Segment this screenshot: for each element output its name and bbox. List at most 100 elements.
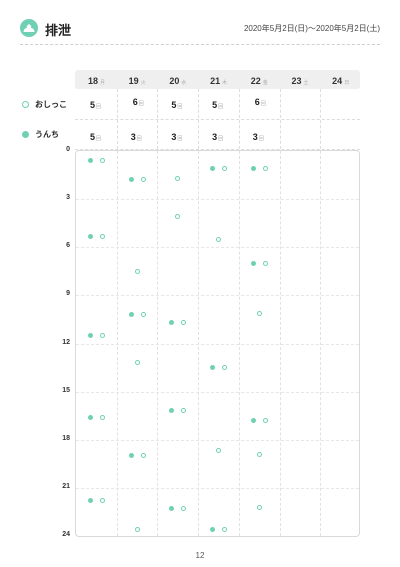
count-value: 3 <box>130 132 136 142</box>
hour-label: 0 <box>66 146 70 153</box>
hour-label: 3 <box>66 194 70 202</box>
stool-count-cell: 3回 <box>131 132 142 142</box>
summary-column-divider <box>157 89 159 149</box>
count-unit: 回 <box>218 136 224 142</box>
day-header-18: 18 月 <box>76 70 117 89</box>
day-number: 23 <box>291 76 302 86</box>
urine-event-dot <box>221 365 227 371</box>
summary-column-divider <box>320 89 322 149</box>
stool-event-dot <box>87 332 93 338</box>
timeline-grid <box>75 150 360 537</box>
urine-count-cell: 6回 <box>133 97 144 107</box>
stool-event-dot <box>87 414 93 420</box>
urine-row-label: おしっこ <box>22 99 67 110</box>
day-header-20: 20 水 <box>157 70 198 89</box>
weekday-label: 火 <box>140 80 146 86</box>
urine-event-dot <box>99 498 105 504</box>
weekday-label: 木 <box>222 80 228 86</box>
urine-event-dot <box>262 260 268 266</box>
hour-label: 21 <box>62 482 70 490</box>
urine-event-dot <box>181 506 187 512</box>
count-unit: 回 <box>218 104 224 110</box>
summary-row-divider <box>75 119 360 120</box>
urine-event-dot <box>140 312 146 318</box>
day-number: 22 <box>250 76 261 86</box>
grid-hour-line <box>76 487 359 489</box>
urine-event-dot <box>221 166 227 172</box>
hour-label: 6 <box>66 242 70 250</box>
count-unit: 回 <box>258 136 264 142</box>
count-value: 5 <box>90 100 96 110</box>
count-unit: 回 <box>138 101 144 107</box>
grid-hour-line <box>76 439 359 441</box>
stool-count-cell: 5回 <box>90 132 101 142</box>
urine-count-cell: 6回 <box>255 97 266 107</box>
urine-event-dot <box>181 408 187 414</box>
page-number: 12 <box>195 551 205 560</box>
day-header-23: 23 土 <box>280 70 321 89</box>
count-value: 5 <box>171 100 177 110</box>
stool-count-cell: 3回 <box>171 132 182 142</box>
urine-event-dot <box>175 214 181 220</box>
urine-count-cell: 5回 <box>171 100 182 110</box>
day-header-bar <box>75 70 360 89</box>
day-number: 24 <box>332 76 343 86</box>
urine-event-dot <box>181 320 187 326</box>
summary-column-divider <box>198 89 200 149</box>
count-value: 6 <box>254 97 260 107</box>
count-value: 3 <box>252 132 258 142</box>
urine-event-dot <box>134 360 140 366</box>
stool-event-dot <box>87 158 93 164</box>
count-value: 5 <box>212 100 218 110</box>
hour-label: 12 <box>62 338 70 346</box>
page-title: 排泄 <box>45 23 72 38</box>
page-header: 排泄 2020年5月2日(日)〜2020年5月2日(土) <box>0 0 400 48</box>
grid-hour-line <box>76 295 359 297</box>
hour-label: 24 <box>62 531 70 538</box>
urine-event-dot <box>175 175 181 181</box>
weekday-label: 金 <box>262 80 268 86</box>
weekday-label: 月 <box>100 80 106 86</box>
weekday-label: 土 <box>303 80 309 86</box>
stool-event-dot <box>169 408 175 414</box>
urine-event-dot <box>99 332 105 338</box>
grid-hour-line <box>76 391 359 393</box>
stool-event-dot <box>169 320 175 326</box>
urine-event-dot <box>99 158 105 164</box>
count-unit: 回 <box>96 136 102 142</box>
urine-event-dot <box>99 414 105 420</box>
hour-label: 15 <box>62 386 70 394</box>
summary-column-divider <box>116 89 118 149</box>
day-number: 18 <box>87 76 98 86</box>
weekday-label: 日 <box>344 80 350 86</box>
grid-hour-line <box>76 343 359 345</box>
day-number: 21 <box>210 76 221 86</box>
urine-event-dot <box>215 448 221 454</box>
count-value: 5 <box>90 132 96 142</box>
stool-count-cell: 3回 <box>253 132 264 142</box>
urine-count-cell: 5回 <box>90 100 101 110</box>
summary-column-divider <box>238 89 240 149</box>
grid-hour-line <box>76 247 359 249</box>
urine-event-dot <box>134 527 140 533</box>
day-number: 20 <box>169 76 180 86</box>
hour-label: 9 <box>66 290 70 298</box>
stool-event-dot <box>209 365 215 371</box>
day-header-22: 22 金 <box>239 70 280 89</box>
day-number: 19 <box>128 76 139 86</box>
stool-event-dot <box>128 453 134 459</box>
header-divider <box>20 44 380 45</box>
urine-event-dot <box>256 310 262 316</box>
filled-dot-icon <box>22 131 29 139</box>
day-header-19: 19 火 <box>117 70 158 89</box>
urine-event-dot <box>262 166 268 172</box>
day-header-24: 24 日 <box>320 70 361 89</box>
urine-event-dot <box>134 268 140 274</box>
stool-event-dot <box>250 260 256 266</box>
ring-dot-icon <box>22 101 29 109</box>
date-range: 2020年5月2日(日)〜2020年5月2日(土) <box>243 24 380 33</box>
count-unit: 回 <box>177 104 183 110</box>
urine-event-dot <box>221 527 227 533</box>
count-value: 3 <box>212 132 218 142</box>
day-header-21: 21 木 <box>198 70 239 89</box>
